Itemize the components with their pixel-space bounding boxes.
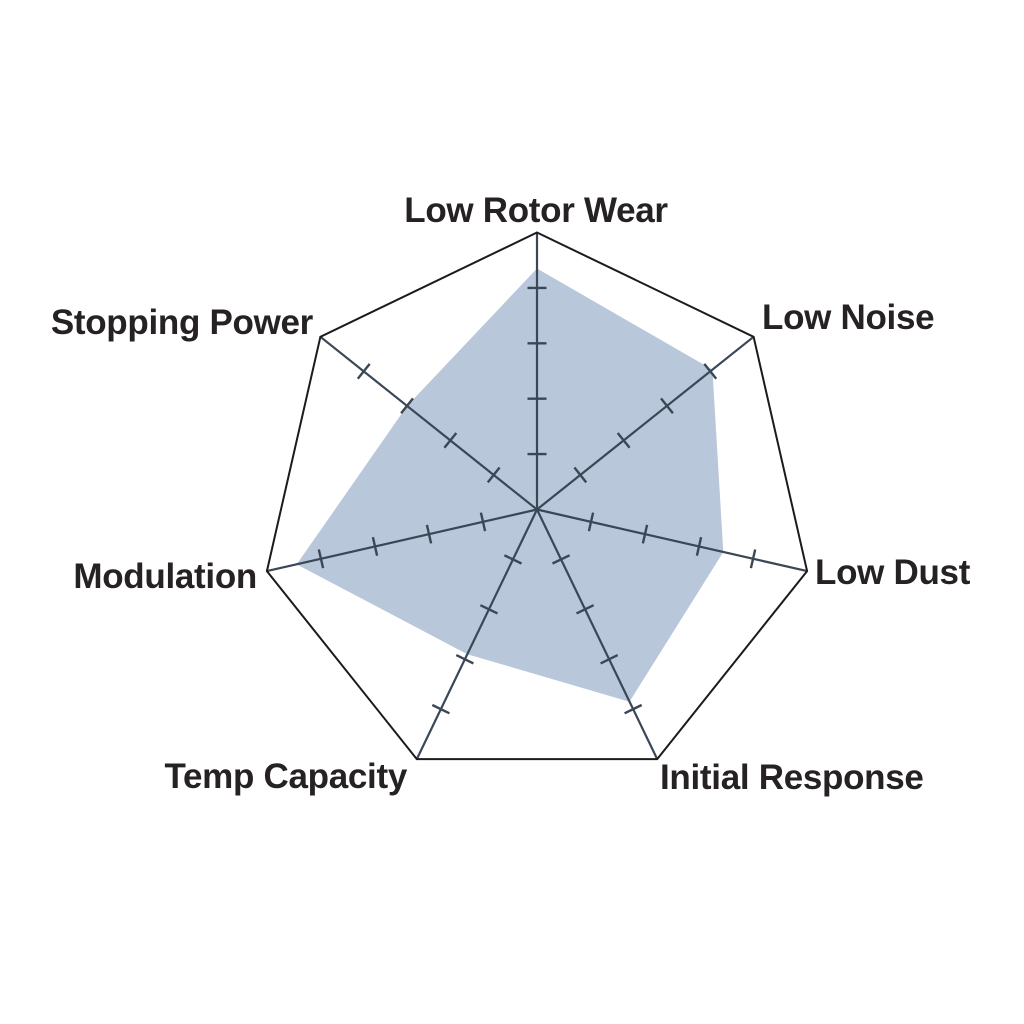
axis-tick xyxy=(575,604,595,615)
axis-tick xyxy=(431,703,450,715)
axis-tick xyxy=(600,654,619,665)
axis-tick xyxy=(703,363,718,380)
axis-tick xyxy=(479,604,499,615)
axis-tick xyxy=(587,512,595,532)
axis-spoke xyxy=(536,335,755,511)
data-polygon-layer xyxy=(296,268,724,702)
axis-tick xyxy=(641,524,649,544)
axis-tick xyxy=(443,432,458,449)
axis-spoke xyxy=(266,508,538,573)
axis-tick xyxy=(425,524,433,544)
axis-tick xyxy=(660,397,674,415)
grid-layer xyxy=(265,231,809,761)
axis-tick xyxy=(400,397,414,415)
axis-tick xyxy=(371,536,379,556)
axis-tick xyxy=(695,536,703,556)
axis-label-low-dust: Low Dust xyxy=(815,553,971,592)
axis-tick xyxy=(573,466,588,484)
axis-tick xyxy=(317,549,325,569)
axis-tick xyxy=(616,432,631,449)
axis-label-temp-capacity: Temp Capacity xyxy=(165,757,408,796)
axis-tick xyxy=(749,549,757,569)
axis-spoke xyxy=(536,509,659,760)
data-polygon xyxy=(296,268,724,702)
axis-label-modulation: Modulation xyxy=(73,557,257,596)
axis-label-low-noise: Low Noise xyxy=(762,298,934,337)
axis-tick xyxy=(486,466,501,484)
axis-tick xyxy=(455,654,474,665)
axis-tick xyxy=(551,554,571,565)
axis-tick xyxy=(624,703,643,715)
axis-spoke xyxy=(319,335,538,511)
axis-label-initial-response: Initial Response xyxy=(660,758,924,797)
outer-ring xyxy=(265,231,809,761)
axis-tick xyxy=(356,363,371,380)
axis-labels-layer: Low Rotor Wear Low Noise Low Dust Initial R… xyxy=(51,191,971,797)
axis-spoke xyxy=(415,509,538,760)
axis-label-low-rotor-wear: Low Rotor Wear xyxy=(404,191,668,230)
axis-label-stopping-power: Stopping Power xyxy=(51,303,314,342)
axis-tick xyxy=(479,512,487,532)
axis-spoke xyxy=(536,508,808,573)
axis-tick xyxy=(503,554,523,565)
